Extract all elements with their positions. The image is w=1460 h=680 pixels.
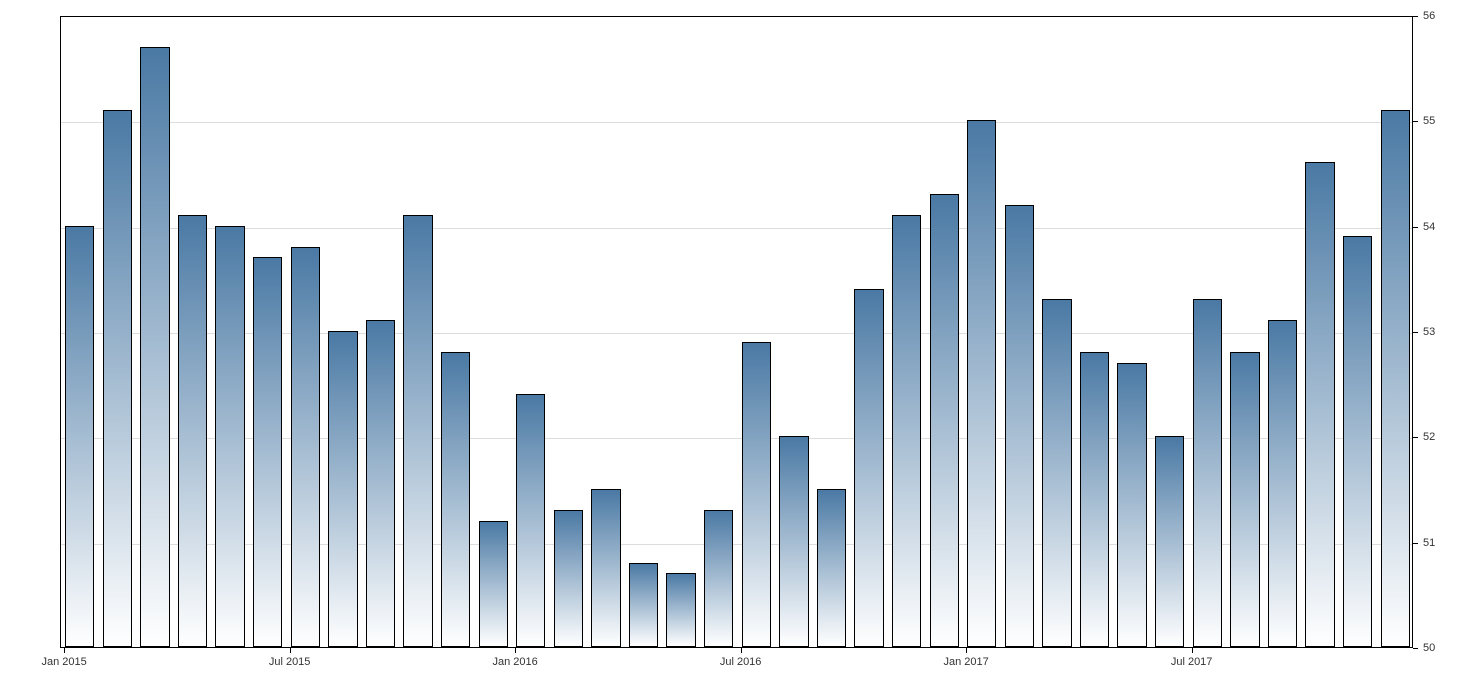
bar (103, 110, 132, 647)
x-tick-mark (1192, 648, 1193, 653)
x-tick-label: Jan 2017 (943, 656, 988, 668)
bar (1230, 352, 1259, 647)
bar (366, 320, 395, 647)
bar (779, 436, 808, 647)
bar (742, 342, 771, 647)
bar (178, 215, 207, 647)
bar (1268, 320, 1297, 647)
bar (854, 289, 883, 647)
bar (65, 226, 94, 647)
y-tick-mark (1413, 543, 1418, 544)
bar (328, 331, 357, 647)
gridline (61, 228, 1412, 229)
bar (629, 563, 658, 647)
bar (1305, 162, 1334, 647)
x-tick-label: Jul 2015 (269, 656, 311, 668)
bar (516, 394, 545, 647)
y-tick-label: 52 (1423, 431, 1435, 443)
bar (441, 352, 470, 647)
x-tick-label: Jul 2016 (720, 656, 762, 668)
x-tick-mark (515, 648, 516, 653)
x-tick-mark (741, 648, 742, 653)
y-tick-label: 50 (1423, 642, 1435, 654)
bar (704, 510, 733, 647)
bar (1193, 299, 1222, 647)
y-tick-label: 54 (1423, 221, 1435, 233)
x-tick-label: Jan 2016 (492, 656, 537, 668)
bar (930, 194, 959, 647)
y-tick-label: 51 (1423, 537, 1435, 549)
y-tick-mark (1413, 332, 1418, 333)
bar (140, 47, 169, 647)
bar (1080, 352, 1109, 647)
bar (591, 489, 620, 647)
y-tick-label: 56 (1423, 10, 1435, 22)
bar (1343, 236, 1372, 647)
bar (666, 573, 695, 647)
x-tick-label: Jul 2017 (1171, 656, 1213, 668)
bar (253, 257, 282, 647)
y-tick-mark (1413, 227, 1418, 228)
bar (554, 510, 583, 647)
y-tick-mark (1413, 437, 1418, 438)
y-tick-label: 53 (1423, 326, 1435, 338)
bar (1005, 205, 1034, 647)
x-tick-mark (966, 648, 967, 653)
bar (1117, 363, 1146, 647)
y-tick-mark (1413, 648, 1418, 649)
bar (291, 247, 320, 647)
bar (215, 226, 244, 647)
bar (403, 215, 432, 647)
y-tick-mark (1413, 121, 1418, 122)
bar (967, 120, 996, 647)
chart-container: 50 51 52 53 54 55 56 Jan 2015 Jul 2015 Jan 2016 J… (0, 0, 1460, 680)
bar (479, 521, 508, 647)
bar (1042, 299, 1071, 647)
y-tick-label: 55 (1423, 115, 1435, 127)
bar (892, 215, 921, 647)
y-tick-mark (1413, 16, 1418, 17)
x-tick-label: Jan 2015 (41, 656, 86, 668)
bar (1155, 436, 1184, 647)
bar (817, 489, 846, 647)
bar (1381, 110, 1410, 647)
gridline (61, 122, 1412, 123)
x-tick-mark (290, 648, 291, 653)
plot-area (60, 16, 1413, 648)
x-tick-mark (64, 648, 65, 653)
